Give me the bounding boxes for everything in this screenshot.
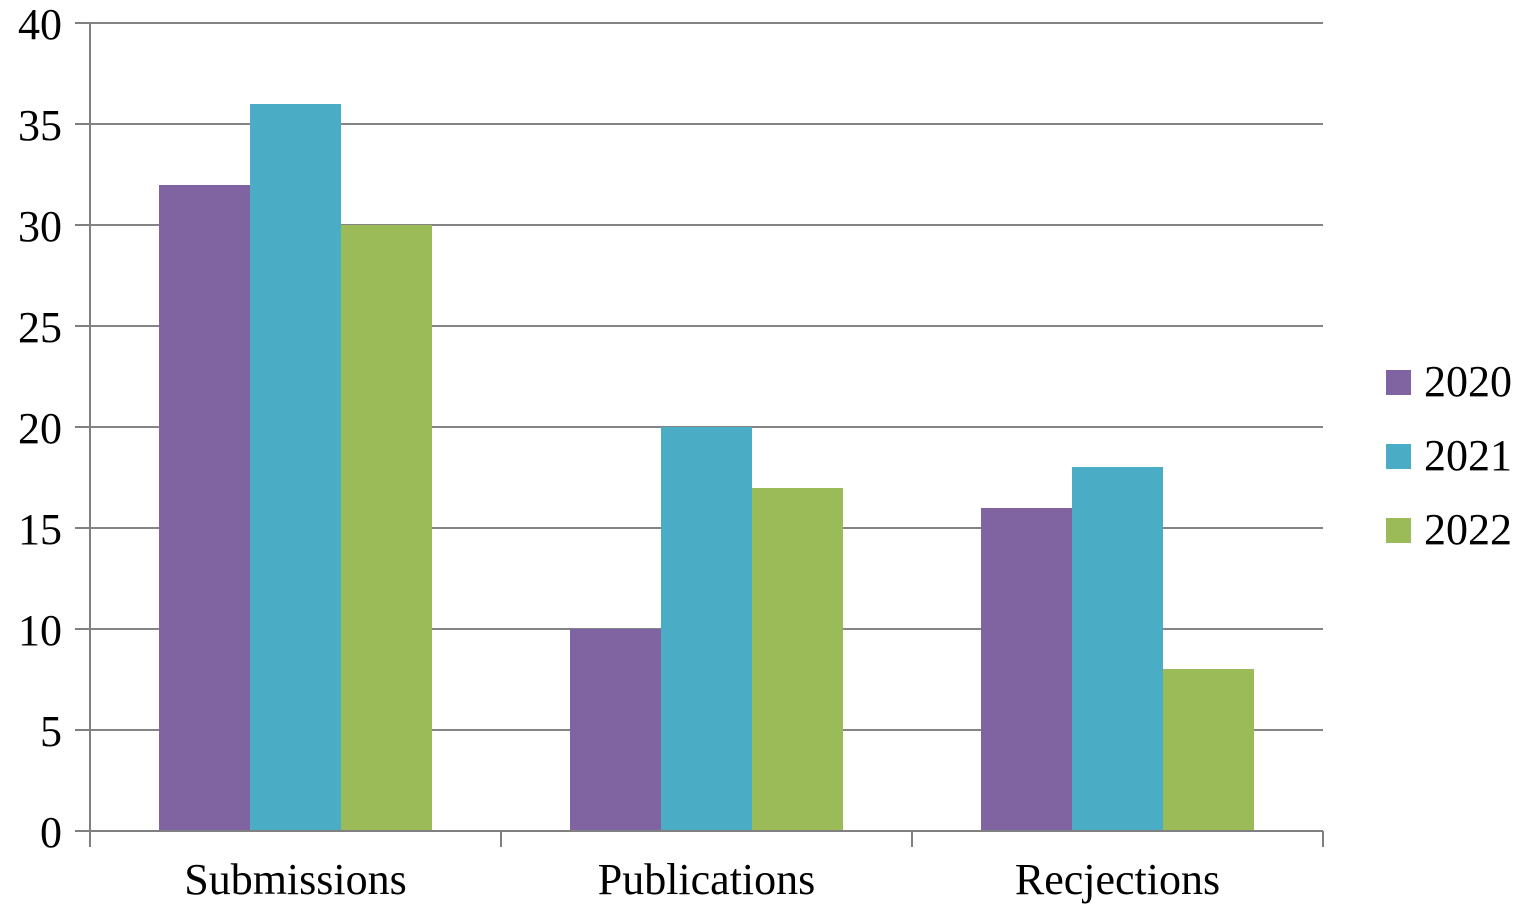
y-axis-tick <box>75 22 90 24</box>
bar-2020-recjections <box>980 507 1072 831</box>
y-axis-tick <box>75 426 90 428</box>
y-tick-label: 15 <box>18 505 62 554</box>
bar-2020-submissions <box>158 184 250 831</box>
bar-2021-recjections <box>1071 467 1164 831</box>
y-tick-label: 20 <box>18 404 62 453</box>
x-category-label: Recjections <box>1014 855 1221 904</box>
y-axis-tick <box>75 628 90 630</box>
legend-label: 2021 <box>1424 431 1512 480</box>
y-axis-tick <box>75 830 90 832</box>
x-axis-tick <box>500 831 502 847</box>
x-axis-tick <box>1322 831 1324 847</box>
y-tick-label: 35 <box>18 101 62 150</box>
legend: 2020 2021 2022 <box>1386 360 1512 552</box>
bar-2022-submissions <box>341 225 433 831</box>
legend-label: 2020 <box>1424 357 1512 406</box>
bar-2020-publications <box>569 629 661 831</box>
y-tick-label: 10 <box>18 606 62 655</box>
y-tick-label: 5 <box>40 707 62 756</box>
y-tick-label: 0 <box>40 808 62 857</box>
y-axis-tick <box>75 527 90 529</box>
legend-item-2021: 2021 <box>1386 434 1512 478</box>
legend-swatch-icon <box>1386 369 1411 395</box>
bar-2022-publications <box>752 487 844 831</box>
legend-item-2020: 2020 <box>1386 360 1512 404</box>
y-tick-label: 30 <box>18 202 62 251</box>
gridline <box>90 224 1323 226</box>
gridline <box>90 325 1323 327</box>
y-axis-tick <box>75 123 90 125</box>
y-axis-tick <box>75 224 90 226</box>
gridline <box>90 123 1323 125</box>
y-axis-line <box>89 23 91 847</box>
x-axis-tick <box>911 831 913 847</box>
legend-item-2022: 2022 <box>1386 508 1512 552</box>
y-tick-label: 25 <box>18 303 62 352</box>
bar-2022-recjections <box>1163 669 1255 831</box>
x-category-label: Publications <box>597 855 816 904</box>
legend-swatch-icon <box>1386 517 1411 543</box>
y-axis-tick <box>75 729 90 731</box>
x-axis-line <box>90 830 1323 832</box>
legend-label: 2022 <box>1424 505 1512 554</box>
gridline <box>90 22 1323 24</box>
y-tick-label: 40 <box>18 0 62 49</box>
legend-swatch-icon <box>1386 443 1411 469</box>
bar-2021-submissions <box>249 103 342 831</box>
y-axis-tick <box>75 325 90 327</box>
bar-2021-publications <box>660 427 753 831</box>
x-category-label: Submissions <box>184 855 407 904</box>
